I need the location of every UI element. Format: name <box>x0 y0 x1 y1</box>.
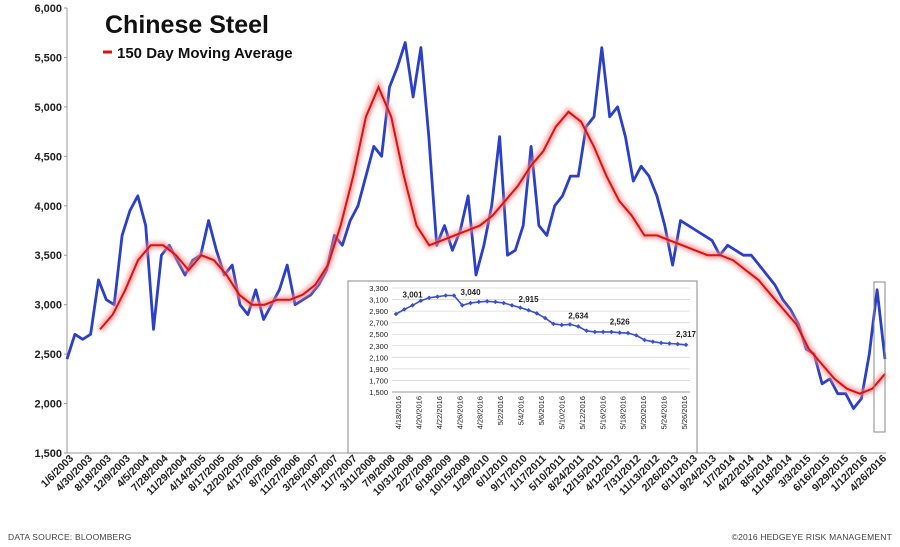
inset-point-marker <box>542 315 548 321</box>
inset-x-tick-label: 4/20/2016 <box>414 396 423 429</box>
inset-x-tick-label: 5/18/2016 <box>619 396 628 429</box>
inset-point-marker <box>609 329 614 335</box>
inset-x-tick-label: 4/22/2016 <box>435 396 444 429</box>
inset-point-marker <box>575 324 581 329</box>
price-line <box>65 41 887 410</box>
inset-data-label: 2,317 <box>676 330 697 339</box>
inset-y-tick-label: 2,300 <box>369 342 388 351</box>
inset-point-marker <box>534 311 540 316</box>
inset-point-marker <box>625 330 631 336</box>
inset-point-marker <box>501 300 507 306</box>
inset-point-marker <box>493 299 498 305</box>
inset-y-tick-label: 1,700 <box>369 376 388 385</box>
inset-point-marker <box>426 295 432 301</box>
legend-label-moving-average: 150 Day Moving Average <box>117 45 293 62</box>
recent-period-highlight-box <box>873 281 886 433</box>
inset-chart: 1,500 1,700 1,900 2,100 2,300 2,500 2,700 2,900… <box>347 280 698 454</box>
inset-x-tick-label: 5/10/2016 <box>557 396 566 429</box>
inset-point-marker <box>451 293 457 298</box>
inset-point-marker <box>642 337 647 343</box>
inset-point-marker <box>401 307 407 312</box>
inset-point-marker <box>435 294 440 299</box>
inset-point-marker <box>443 293 449 298</box>
inset-y-tick-label: 1,500 <box>369 388 388 397</box>
inset-y-tick-labels: 1,500 1,700 1,900 2,100 2,300 2,500 2,700 2,900… <box>369 284 388 397</box>
data-source-note: DATA SOURCE: BLOOMBERG <box>8 532 132 542</box>
inset-point-marker <box>650 339 656 345</box>
inset-x-tick-label: 5/20/2016 <box>639 396 648 429</box>
inset-data-label: 3,040 <box>461 288 482 297</box>
inset-y-tick-label: 2,900 <box>369 307 388 316</box>
inset-x-tick-labels: 4/18/2016 4/20/2016 4/22/2016 4/26/2016 4/28… <box>394 396 689 429</box>
inset-x-tick-label: 5/2/2016 <box>496 396 505 425</box>
inset-point-marker <box>468 300 473 306</box>
inset-point-marker <box>476 299 482 305</box>
inset-point-marker <box>517 305 523 310</box>
y-tick-label: 6,000 <box>34 3 62 15</box>
inset-y-tick-label: 2,700 <box>369 319 388 328</box>
inset-x-tick-label: 5/16/2016 <box>598 396 607 429</box>
y-tick-label: 2,500 <box>34 349 62 361</box>
inset-data-label: 2,915 <box>519 295 540 304</box>
inset-x-tick-label: 5/12/2016 <box>578 396 587 429</box>
inset-data-label: 3,001 <box>403 290 424 299</box>
y-tick-label: 4,500 <box>34 151 62 163</box>
inset-point-marker <box>584 328 589 334</box>
inset-point-marker <box>675 341 681 347</box>
inset-data-label: 2,526 <box>610 318 631 327</box>
inset-point-marker <box>526 307 531 313</box>
y-tick-label: 5,000 <box>34 102 62 114</box>
inset-point-marker <box>633 333 639 338</box>
inset-data-label: 2,634 <box>568 311 589 320</box>
inset-gridlines <box>392 287 690 393</box>
y-tick-label: 1,500 <box>34 448 62 460</box>
inset-point-marker <box>567 322 573 327</box>
inset-x-tick-label: 4/18/2016 <box>394 396 403 429</box>
inset-point-marker <box>683 342 689 348</box>
chart-title: Chinese Steel <box>105 11 269 39</box>
main-series <box>65 41 888 410</box>
inset-point-marker <box>410 302 415 308</box>
inset-y-tick-label: 2,500 <box>369 330 388 339</box>
inset-point-marker <box>509 303 515 308</box>
inset-point-marker <box>592 329 598 335</box>
y-tick-label: 2,000 <box>34 399 62 411</box>
x-tick-labels: 1/6/20034/30/20038/18/200312/9/20034/5/2… <box>39 453 889 499</box>
inset-x-tick-label: 4/28/2016 <box>476 396 485 429</box>
y-tick-labels: 1,500 2,000 2,500 3,000 3,500 4,000 4,500 5,000… <box>34 3 67 460</box>
copyright-note: ©2016 HEDGEYE RISK MANAGEMENT <box>732 532 892 542</box>
inset-point-marker <box>559 322 565 328</box>
inset-y-tick-label: 2,100 <box>369 353 388 362</box>
inset-x-tick-label: 5/26/2016 <box>680 396 689 429</box>
inset-point-marker <box>617 330 623 336</box>
inset-point-marker <box>484 298 490 304</box>
inset-point-marker <box>600 329 606 335</box>
inset-x-tick-label: 4/26/2016 <box>455 396 464 429</box>
inset-y-tick-label: 1,900 <box>369 365 388 374</box>
y-tick-label: 3,000 <box>34 300 62 312</box>
inset-x-tick-label: 5/24/2016 <box>660 396 669 429</box>
inset-point-marker <box>393 311 399 317</box>
inset-x-tick-label: 5/6/2016 <box>537 396 546 425</box>
y-tick-label: 4,000 <box>34 201 62 213</box>
inset-point-marker <box>551 321 556 327</box>
inset-data-labels: 3,001 3,040 2,915 2,634 2,526 2,317 <box>403 288 697 339</box>
inset-point-marker <box>418 298 424 304</box>
y-tick-label: 3,500 <box>34 250 62 262</box>
inset-point-marker <box>459 303 465 308</box>
y-tick-label: 5,500 <box>34 52 62 64</box>
inset-y-tick-label: 3,300 <box>369 284 388 293</box>
inset-point-marker <box>667 341 672 346</box>
inset-series <box>393 293 689 348</box>
inset-point-marker <box>658 340 664 346</box>
moving-average-line <box>99 84 886 395</box>
inset-y-tick-label: 3,100 <box>369 296 388 305</box>
inset-x-tick-label: 5/4/2016 <box>517 396 526 425</box>
